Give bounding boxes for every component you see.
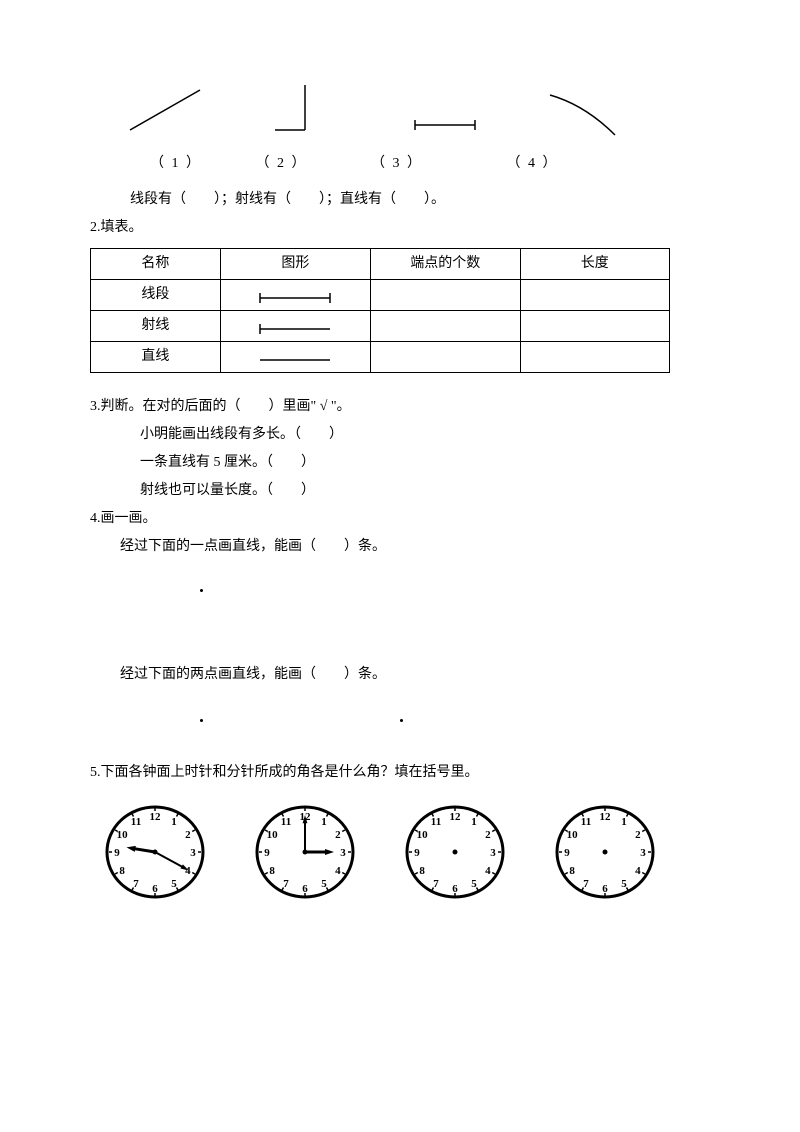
q2-table: 名称 图形 端点的个数 长度 线段 射线: [90, 248, 670, 373]
svg-text:10: 10: [567, 829, 579, 841]
q4-two-points: [200, 689, 710, 739]
svg-text:7: 7: [133, 878, 139, 890]
svg-text:11: 11: [431, 816, 441, 828]
q3-title: 3.判断。在对的后面的（ ）里画" √ "。: [90, 393, 710, 421]
cell-name: 射线: [91, 311, 221, 342]
q4-one-point: [200, 561, 710, 621]
label-1: （ 1 ）: [150, 150, 250, 178]
th-shape: 图形: [220, 249, 370, 280]
svg-text:3: 3: [640, 847, 646, 859]
th-len: 长度: [520, 249, 670, 280]
table-row: 线段: [91, 280, 670, 311]
cell-empty: [371, 311, 520, 342]
svg-text:2: 2: [635, 829, 641, 841]
svg-text:11: 11: [131, 816, 141, 828]
svg-text:9: 9: [264, 847, 270, 859]
q2-title: 2.填表。: [90, 214, 710, 242]
svg-text:8: 8: [119, 865, 125, 877]
table-row: 名称 图形 端点的个数 长度: [91, 249, 670, 280]
svg-text:11: 11: [581, 816, 591, 828]
cell-empty: [520, 311, 670, 342]
svg-text:9: 9: [114, 847, 120, 859]
clock-3: 123456789101112: [400, 797, 510, 907]
q3-item-1: 小明能画出线段有多长。（ ）: [140, 421, 710, 449]
svg-text:10: 10: [267, 829, 279, 841]
table-row: 射线: [91, 311, 670, 342]
svg-text:4: 4: [185, 865, 191, 877]
shape-2: [260, 80, 350, 140]
q4-line1: 经过下面的一点画直线，能画（ ）条。: [120, 533, 710, 561]
svg-text:7: 7: [433, 878, 439, 890]
shape-4: [540, 80, 630, 140]
q3-item-2: 一条直线有 5 厘米。（ ）: [140, 449, 710, 477]
svg-text:8: 8: [269, 865, 275, 877]
cell-empty: [520, 280, 670, 311]
svg-text:1: 1: [171, 816, 177, 828]
svg-text:4: 4: [635, 865, 641, 877]
q5-title: 5.下面各钟面上时针和分针所成的角各是什么角？填在括号里。: [90, 759, 710, 787]
shape-labels: （ 1 ） （ 2 ） （ 3 ） （ 4 ）: [150, 150, 710, 178]
svg-text:9: 9: [414, 847, 420, 859]
svg-text:10: 10: [417, 829, 429, 841]
label-2: （ 2 ）: [256, 150, 366, 178]
cell-shape-ray: [220, 311, 370, 342]
cell-empty: [371, 280, 520, 311]
svg-text:2: 2: [185, 829, 191, 841]
svg-text:8: 8: [569, 865, 575, 877]
svg-text:9: 9: [564, 847, 570, 859]
shape-1: [120, 80, 210, 140]
svg-text:4: 4: [335, 865, 341, 877]
svg-text:8: 8: [419, 865, 425, 877]
cell-empty: [371, 342, 520, 373]
cell-shape-line: [220, 342, 370, 373]
q4-title: 4.画一画。: [90, 505, 710, 533]
table-row: 直线: [91, 342, 670, 373]
svg-text:3: 3: [490, 847, 496, 859]
q3-item-3: 射线也可以量长度。（ ）: [140, 477, 710, 505]
cell-name: 直线: [91, 342, 221, 373]
clocks-row: 1234567891011121234567891011121234567891…: [100, 797, 710, 907]
shape-3: [400, 80, 490, 140]
svg-text:12: 12: [150, 811, 162, 823]
svg-text:2: 2: [485, 829, 491, 841]
svg-text:3: 3: [340, 847, 346, 859]
svg-text:4: 4: [485, 865, 491, 877]
svg-text:12: 12: [600, 811, 612, 823]
label-4: （ 4 ）: [507, 150, 607, 178]
svg-text:1: 1: [471, 816, 477, 828]
cell-empty: [520, 342, 670, 373]
page: （ 1 ） （ 2 ） （ 3 ） （ 4 ） 线段有（ ）；射线有（ ）；直线…: [0, 0, 800, 947]
svg-text:1: 1: [321, 816, 327, 828]
svg-text:3: 3: [190, 847, 196, 859]
th-ends: 端点的个数: [371, 249, 520, 280]
q4-line2: 经过下面的两点画直线，能画（ ）条。: [120, 661, 710, 689]
label-3: （ 3 ）: [371, 150, 501, 178]
svg-text:7: 7: [583, 878, 589, 890]
shapes-row: [120, 80, 710, 140]
clock-2: 123456789101112: [250, 797, 360, 907]
svg-text:2: 2: [335, 829, 341, 841]
cell-shape-segment: [220, 280, 370, 311]
svg-text:10: 10: [117, 829, 129, 841]
clock-1: 123456789101112: [100, 797, 210, 907]
clock-4: 123456789101112: [550, 797, 660, 907]
svg-text:7: 7: [283, 878, 289, 890]
svg-text:11: 11: [281, 816, 291, 828]
q1-fill-line: 线段有（ ）；射线有（ ）；直线有（ ）。: [130, 186, 710, 214]
cell-name: 线段: [91, 280, 221, 311]
th-name: 名称: [91, 249, 221, 280]
svg-text:1: 1: [621, 816, 627, 828]
svg-text:12: 12: [450, 811, 462, 823]
